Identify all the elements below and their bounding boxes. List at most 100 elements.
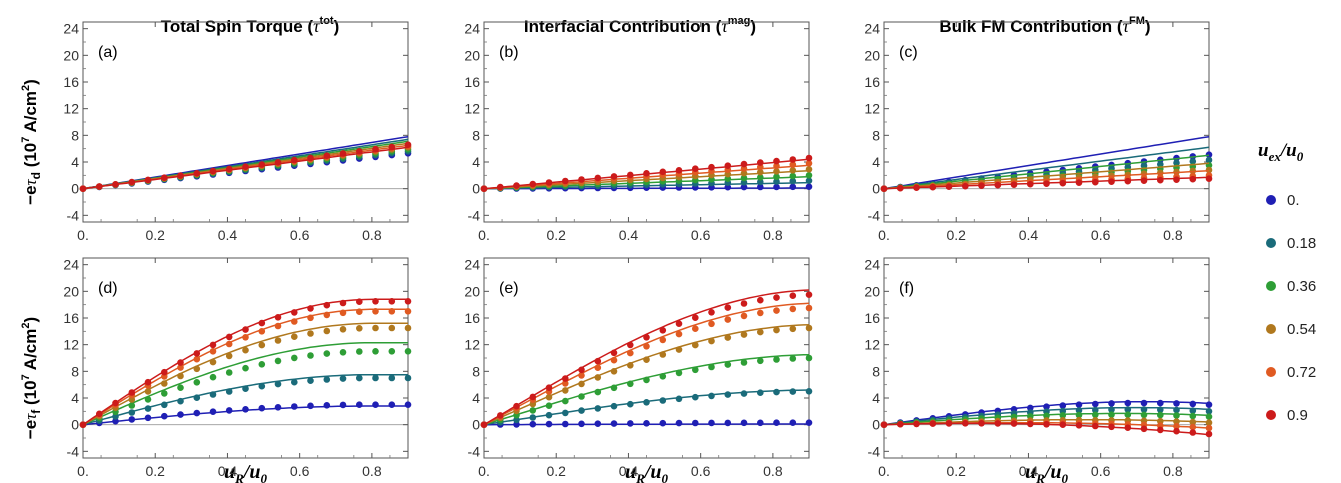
legend-label: 0.18 bbox=[1287, 235, 1316, 252]
x-tick-label: 0. bbox=[77, 227, 89, 243]
data-point bbox=[404, 298, 412, 305]
data-point bbox=[643, 343, 650, 350]
data-point bbox=[724, 162, 732, 169]
data-point bbox=[339, 326, 347, 333]
legend-entry-1: 0. bbox=[1266, 192, 1300, 209]
y-tick-label: 4 bbox=[872, 154, 880, 170]
data-point bbox=[562, 177, 569, 185]
data-point bbox=[627, 380, 634, 388]
data-point bbox=[225, 388, 233, 395]
panel-b: -4 0 4 8 12 16 20 24 0. 0.2 0.4 0.6 0.8 (b) bbox=[464, 21, 813, 243]
data-point bbox=[388, 348, 396, 355]
data-point bbox=[404, 324, 412, 332]
x-label-subscript-2: 0 bbox=[1061, 471, 1068, 483]
data-point bbox=[404, 141, 412, 148]
x-tick-label: 0.4 bbox=[218, 463, 238, 479]
data-point bbox=[209, 358, 217, 366]
data-point bbox=[578, 380, 585, 388]
data-point bbox=[594, 174, 602, 182]
data-point bbox=[675, 395, 683, 403]
y-tick-label: 8 bbox=[872, 127, 880, 143]
x-axis-label-1: uR/u0 bbox=[224, 461, 267, 483]
data-point bbox=[708, 163, 715, 171]
y-label-subscript: d bbox=[29, 172, 43, 179]
x-tick-label: 0.2 bbox=[145, 463, 165, 479]
y-tick-label: 12 bbox=[63, 101, 79, 117]
y-label-symbol: τ bbox=[21, 413, 40, 420]
legend: uex/u00.0.180.360.540.720.9 bbox=[1258, 140, 1316, 424]
series-line bbox=[82, 322, 408, 426]
data-point bbox=[692, 325, 699, 333]
data-point bbox=[339, 401, 347, 409]
x-label-slash: / bbox=[1043, 461, 1053, 483]
data-point bbox=[339, 150, 347, 157]
data-point bbox=[339, 349, 347, 356]
y-label-unit: (10 bbox=[21, 143, 40, 172]
data-point bbox=[112, 181, 119, 188]
legend-entry-2: 0.18 bbox=[1266, 235, 1316, 252]
data-point bbox=[513, 416, 520, 424]
legend-label: 0.54 bbox=[1287, 321, 1316, 338]
data-point bbox=[880, 421, 888, 429]
panel-f: -4 0 4 8 12 16 20 24 0. 0.2 0.4 0.6 0.8 (f) bbox=[864, 257, 1213, 479]
data-point bbox=[740, 331, 748, 338]
y-tick-label: 12 bbox=[864, 101, 880, 117]
data-point bbox=[1189, 429, 1197, 436]
data-point bbox=[144, 378, 152, 386]
x-label-subscript-2: 0 bbox=[260, 471, 267, 483]
legend-marker bbox=[1266, 324, 1276, 334]
column-title-text: Bulk FM Contribution ( bbox=[939, 17, 1123, 36]
data-point bbox=[805, 291, 813, 299]
column-title-superscript: tot bbox=[320, 15, 334, 27]
series-6 bbox=[79, 298, 412, 429]
data-point bbox=[1075, 401, 1083, 409]
series-line bbox=[82, 341, 408, 426]
data-point bbox=[692, 314, 699, 322]
y-tick-label: 20 bbox=[864, 283, 880, 299]
y-tick-label: -4 bbox=[868, 443, 881, 459]
data-point bbox=[339, 299, 347, 307]
data-point bbox=[177, 359, 184, 366]
data-point bbox=[1140, 399, 1148, 407]
legend-title-symbol-2: u bbox=[1286, 140, 1297, 161]
data-point bbox=[96, 183, 103, 190]
panel-frame bbox=[883, 21, 1210, 223]
data-point bbox=[1108, 178, 1115, 185]
x-tick-label: 0. bbox=[77, 463, 89, 479]
data-point bbox=[994, 181, 1002, 189]
data-point bbox=[789, 292, 797, 300]
data-point bbox=[225, 352, 233, 360]
data-point bbox=[128, 409, 136, 416]
y-tick-label: 8 bbox=[472, 363, 480, 379]
x-axis-label-3: uR/u0 bbox=[1025, 461, 1068, 483]
data-point bbox=[274, 337, 282, 344]
data-point bbox=[740, 419, 748, 427]
data-point bbox=[675, 419, 683, 427]
data-point bbox=[675, 369, 683, 377]
panel-d: -4 0 4 8 12 16 20 24 0. 0.2 0.4 0.6 0.8 (d) bbox=[63, 257, 412, 479]
series-2 bbox=[79, 373, 412, 429]
data-point bbox=[258, 382, 266, 390]
data-point bbox=[945, 183, 953, 190]
data-point bbox=[610, 384, 618, 392]
x-tick-label: 0.2 bbox=[546, 227, 566, 243]
data-point bbox=[177, 397, 184, 405]
data-point bbox=[1173, 418, 1180, 425]
data-point bbox=[177, 172, 184, 179]
data-point bbox=[578, 372, 585, 379]
data-point bbox=[209, 373, 217, 381]
x-tick-label: 0.8 bbox=[1163, 463, 1183, 479]
data-point bbox=[242, 385, 249, 393]
data-point bbox=[994, 420, 1002, 427]
data-point bbox=[225, 340, 233, 348]
column-title-text: Total Spin Torque ( bbox=[161, 17, 314, 36]
legend-title-symbol: u bbox=[1258, 140, 1269, 161]
data-point bbox=[388, 324, 396, 332]
data-point bbox=[323, 350, 331, 357]
data-point bbox=[144, 414, 152, 422]
legend-label: 0.72 bbox=[1287, 364, 1316, 381]
data-point bbox=[177, 384, 184, 392]
data-point bbox=[545, 420, 553, 428]
data-point bbox=[789, 355, 797, 362]
data-point bbox=[1092, 178, 1099, 186]
